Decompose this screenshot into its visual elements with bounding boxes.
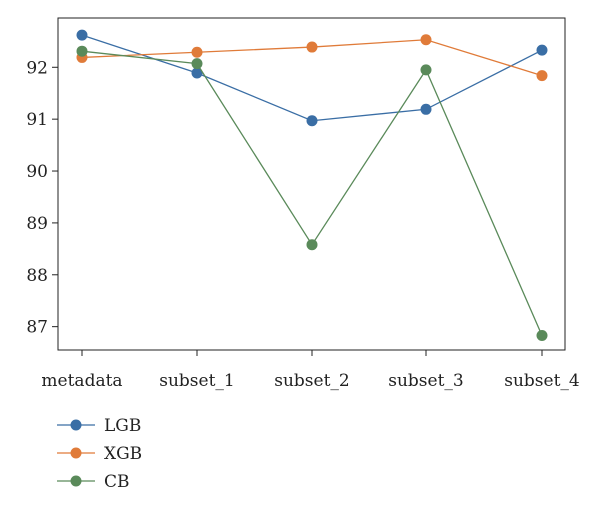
- y-tick-label: 92: [26, 58, 48, 78]
- x-tick-label: subset_4: [504, 371, 580, 391]
- y-tick-label: 87: [26, 318, 48, 338]
- legend-label-lgb: LGB: [104, 416, 141, 436]
- y-tick-label: 91: [26, 110, 48, 130]
- y-tick-label: 90: [26, 162, 48, 182]
- y-axis: 87 88 89 90 91 92: [26, 58, 58, 338]
- data-point-lgb: [536, 44, 548, 56]
- legend-label-cb: CB: [104, 472, 130, 492]
- series-group: [76, 29, 548, 341]
- data-point-cb: [536, 329, 548, 341]
- data-point-lgb: [191, 67, 203, 79]
- x-tick-label: subset_3: [388, 371, 464, 391]
- data-point-cb: [191, 58, 203, 70]
- y-tick-label: 88: [26, 266, 48, 286]
- data-point-xgb: [306, 41, 318, 53]
- y-tick-label: 89: [26, 214, 48, 234]
- data-point-lgb: [306, 115, 318, 127]
- x-axis: metadata subset_1 subset_2 subset_3 subset_4: [41, 350, 580, 391]
- x-tick-label: metadata: [41, 371, 122, 391]
- series-line-cb: [81, 50, 543, 336]
- data-point-lgb: [420, 103, 432, 115]
- data-point-xgb: [536, 70, 548, 82]
- legend-marker-lgb: [70, 419, 82, 431]
- data-point-cb: [306, 239, 318, 251]
- data-point-lgb: [76, 29, 88, 41]
- data-point-xgb: [191, 46, 203, 58]
- plot-frame: [57, 17, 566, 351]
- x-tick-label: subset_2: [274, 371, 350, 391]
- data-point-cb: [420, 64, 432, 76]
- legend-marker-xgb: [70, 447, 82, 459]
- data-point-cb: [76, 45, 88, 57]
- legend: LGB XGB CB: [57, 416, 142, 492]
- x-tick-label: subset_1: [159, 371, 235, 391]
- legend-label-xgb: XGB: [104, 444, 142, 464]
- legend-marker-cb: [70, 475, 82, 487]
- data-point-xgb: [420, 34, 432, 46]
